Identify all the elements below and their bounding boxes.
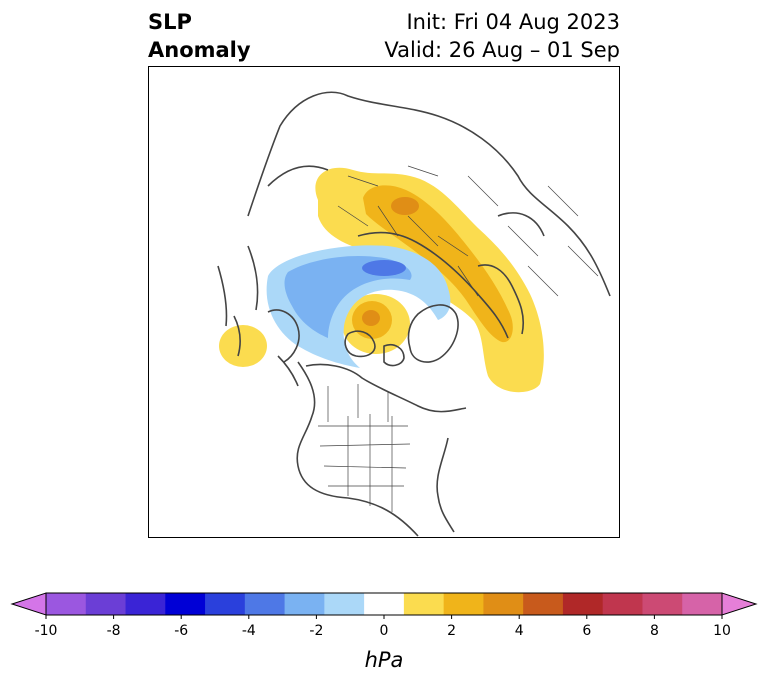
colorbar-segment — [284, 593, 325, 615]
colorbar-tick-label: -10 — [35, 623, 58, 639]
alaska-outline — [267, 309, 300, 387]
title-line-1: SLP — [148, 10, 192, 34]
colorbar-segments — [10, 592, 758, 616]
east-asia-outline — [217, 245, 259, 357]
colorbar-segment — [682, 593, 723, 615]
colorbar-tick-label: -8 — [107, 623, 121, 639]
colorbar-extend-max — [721, 592, 758, 616]
low-anomaly-center — [362, 260, 406, 276]
init-date: Init: Fri 04 Aug 2023 — [406, 10, 620, 34]
us-state-borders — [318, 414, 411, 512]
colorbar-segment — [125, 593, 166, 615]
colorbar-tick-label: -2 — [309, 623, 323, 639]
high-anomaly-eurasia-core — [363, 185, 513, 343]
colorbar-tick-label: 2 — [447, 623, 456, 639]
colorbar-segment — [244, 593, 286, 615]
canada-province-borders — [327, 384, 389, 422]
colorbar-segment — [562, 593, 604, 615]
colorbar-tick-label: 0 — [380, 623, 389, 639]
colorbar-tick-label: -4 — [242, 623, 256, 639]
colorbar-segment — [165, 593, 206, 615]
colorbar-ticks: -10 -8 -6 -4 -2 0 2 4 6 8 10 — [35, 615, 731, 639]
colorbar-unit-label: hPa — [365, 648, 404, 672]
colorbar-tick-label: 4 — [515, 623, 524, 639]
map-title: SLP Anomaly — [148, 8, 251, 64]
valid-range: Valid: 26 Aug – 01 Sep — [384, 38, 620, 62]
anomaly-fields — [219, 167, 544, 393]
coastlines — [217, 91, 611, 537]
north-america-outline — [296, 361, 467, 537]
colorbar-tick-label: 10 — [713, 623, 731, 639]
colorbar-segment — [85, 593, 127, 615]
colorbar-segment — [602, 593, 643, 615]
colorbar-extend-min — [10, 592, 47, 616]
high-anomaly-pacific — [219, 325, 267, 367]
title-line-2: Anomaly — [148, 38, 251, 62]
colorbar-segment — [324, 593, 365, 615]
colorbar-segment — [642, 593, 683, 615]
colorbar-tick-label: 8 — [650, 623, 659, 639]
arctic-islands-outline — [344, 330, 405, 367]
colorbar-segment — [523, 593, 564, 615]
colorbar-segment — [443, 593, 484, 615]
colorbar: -10 -8 -6 -4 -2 0 2 4 6 8 10 hPa — [10, 592, 758, 672]
date-info: Init: Fri 04 Aug 2023 Valid: 26 Aug – 01… — [384, 8, 620, 64]
colorbar-tick-label: -6 — [174, 623, 188, 639]
low-anomaly-ring-core — [284, 255, 412, 338]
europe-outline — [477, 212, 545, 335]
high-anomaly-eurasia-center — [391, 197, 419, 215]
colorbar-tick-label: 6 — [582, 623, 591, 639]
map-frame — [148, 66, 620, 538]
greenland-outline — [407, 304, 459, 363]
colorbar-segment — [46, 593, 87, 615]
colorbar-segment — [483, 593, 524, 615]
high-anomaly-arctic-center — [362, 310, 380, 326]
colorbar-segment — [403, 593, 445, 615]
colorbar-segment — [205, 593, 246, 615]
eurasia-outline — [247, 91, 611, 339]
colorbar-segment — [364, 593, 405, 615]
political-borders — [318, 165, 599, 512]
slp-anomaly-map — [148, 66, 620, 538]
eurasia-country-borders — [337, 165, 599, 297]
